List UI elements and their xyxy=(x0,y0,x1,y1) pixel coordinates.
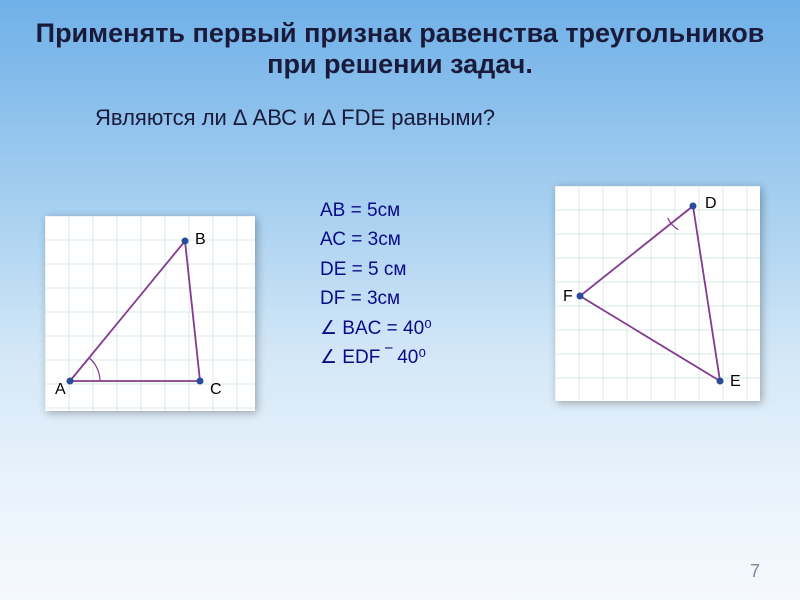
svg-text:E: E xyxy=(730,373,741,390)
svg-text:A: A xyxy=(55,381,66,398)
svg-text:D: D xyxy=(705,195,717,212)
given-data: АВ = 5см АС = 3см DE = 5 см DF = 3см ∠ B… xyxy=(320,196,432,373)
page-number: 7 xyxy=(750,561,760,582)
triangle-fde-svg: D F E xyxy=(555,186,760,401)
given-line: АВ = 5см xyxy=(320,196,432,225)
given-line: АС = 3см xyxy=(320,225,432,254)
triangle-abc-svg: A B C xyxy=(45,216,255,411)
given-line: DE = 5 см xyxy=(320,255,432,284)
given-line: ∠ BAC = 40⁰ xyxy=(320,314,432,343)
question-text: Являются ли Δ АВС и Δ FDE равными? xyxy=(0,80,800,131)
figure-triangle-abc: A B C xyxy=(45,216,255,411)
svg-text:B: B xyxy=(195,231,206,248)
svg-text:C: C xyxy=(210,381,222,398)
figure-triangle-fde: D F E xyxy=(555,186,760,401)
given-line: DF = 3см xyxy=(320,284,432,313)
svg-text:F: F xyxy=(563,288,573,305)
slide-title: Применять первый признак равенства треуг… xyxy=(0,0,800,80)
given-line: ∠ EDF ‾ 40⁰ xyxy=(320,343,432,372)
